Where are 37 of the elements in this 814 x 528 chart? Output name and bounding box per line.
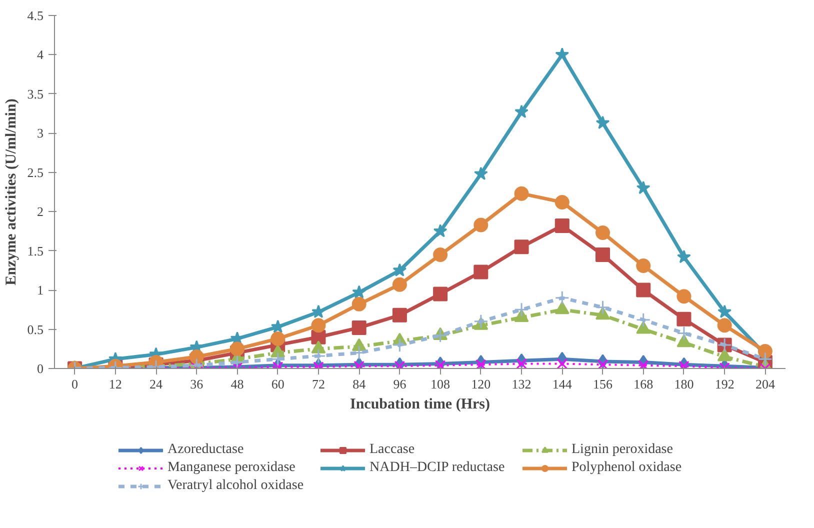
legend-label: NADH–DCIP reductase [370,460,506,476]
x-tick-label: 120 [471,376,491,392]
y-tick-label: 0.5 [27,322,44,337]
legend-label: Laccase [370,442,416,458]
x-tick-label: 132 [512,376,532,392]
x-tick-label: 24 [150,376,164,392]
legend-label: Azoreductase [168,442,245,458]
x-tick-label: 168 [634,376,654,392]
x-tick-label: 144 [552,376,572,392]
x-tick-label: 108 [430,376,450,392]
y-tick-label: 3 [37,126,44,141]
x-tick-label: 12 [108,376,122,392]
y-tick-label: 3.5 [27,86,44,102]
y-tick-label: 0 [37,361,44,376]
legend-label: Polyphenol oxidase [572,460,683,476]
y-tick-label: 2.5 [27,164,44,180]
x-tick-label: 192 [714,376,734,392]
y-tick-label: 1 [37,282,44,298]
x-tick-label: 0 [72,376,78,392]
legend-label: Veratryl alcohol oxidase [168,478,305,494]
x-tick-label: 204 [755,376,776,392]
y-tick-label: 2 [37,204,44,220]
x-tick-label: 84 [352,376,366,392]
x-axis-title: Incubation time (Hrs) [350,396,490,412]
x-tick-label: 36 [190,376,204,392]
y-axis-title: Enzyme activities (U/ml/min) [3,98,20,286]
x-tick-label: 156 [593,376,613,392]
y-tick-label: 4.5 [27,8,44,23]
legend-label: Manganese peroxidase [168,460,296,476]
legend-label: Lignin peroxidase [572,442,674,458]
y-tick-label: 4 [37,47,44,62]
x-tick-label: 60 [271,376,284,392]
y-tick-label: 1.5 [27,243,44,258]
x-tick-label: 48 [230,376,244,392]
x-tick-label: 72 [312,376,325,392]
x-tick-label: 96 [393,376,407,392]
x-tick-label: 180 [674,376,694,392]
